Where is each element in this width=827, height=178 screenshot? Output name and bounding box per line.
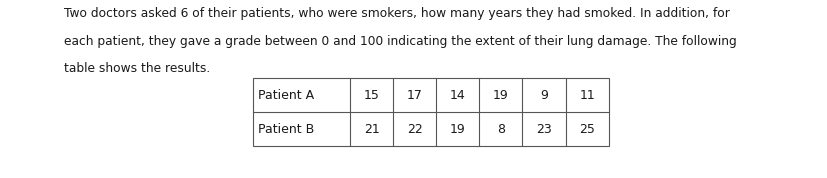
Text: 17: 17 (406, 89, 423, 102)
Text: Patient A: Patient A (257, 89, 313, 102)
Text: Patient B: Patient B (257, 122, 313, 136)
Text: 11: 11 (578, 89, 595, 102)
Text: 22: 22 (406, 122, 423, 136)
Text: 19: 19 (492, 89, 509, 102)
Text: 14: 14 (449, 89, 466, 102)
Text: 19: 19 (449, 122, 466, 136)
Text: Two doctors asked 6 of their patients, who were smokers, how many years they had: Two doctors asked 6 of their patients, w… (64, 7, 729, 20)
Text: each patient, they gave a grade between 0 and 100 indicating the extent of their: each patient, they gave a grade between … (64, 35, 736, 48)
Text: 23: 23 (535, 122, 552, 136)
Text: 25: 25 (578, 122, 595, 136)
Text: table shows the results.: table shows the results. (64, 62, 210, 75)
Bar (252, 78, 608, 146)
Text: 8: 8 (496, 122, 504, 136)
Text: 9: 9 (539, 89, 547, 102)
Text: 15: 15 (363, 89, 380, 102)
Text: 21: 21 (363, 122, 380, 136)
